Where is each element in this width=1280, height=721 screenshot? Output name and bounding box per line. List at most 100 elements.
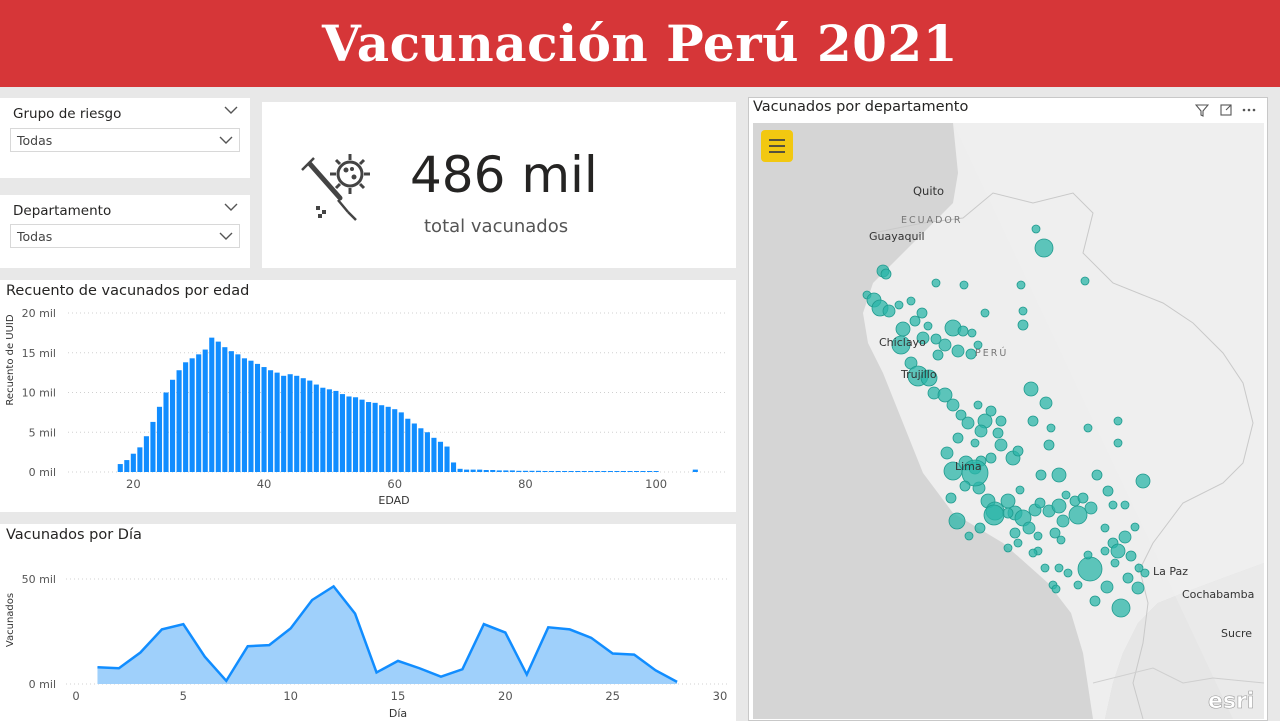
slicer-dropdown[interactable]: Todas [10,128,240,152]
y-axis-label: Vacunados [5,593,16,647]
bar [653,471,659,472]
department-bubble [1110,558,1120,568]
department-bubble [961,416,975,430]
y-tick-label: 0 mil [29,678,56,691]
bar [392,409,398,472]
bar [137,447,143,472]
bar [562,471,568,472]
department-bubble [1043,439,1055,451]
bar [156,406,163,472]
department-bubble [1135,473,1151,489]
department-bubble [967,328,977,338]
focus-mode-icon[interactable] [1219,103,1233,117]
bar [437,441,444,472]
department-bubble [1083,550,1093,560]
hamburger-icon[interactable] [769,139,785,153]
department-bubble [909,315,921,327]
department-bubble [1056,535,1066,545]
department-bubble [894,300,904,310]
department-bubble [1089,595,1101,607]
map-canvas[interactable]: Quito ECUADOR Guayaquil Chiclayo Trujill… [753,123,1264,719]
chevron-down-icon[interactable] [224,202,238,212]
department-bubble [994,438,1008,452]
bar [150,421,156,472]
x-tick-label: 20 [498,689,513,703]
department-bubble [1125,550,1137,562]
department-bubble [957,325,969,337]
y-tick-label: 20 mil [22,307,56,320]
age-chart-panel[interactable]: Recuento de vacunados por edad Recuento … [0,280,736,512]
department-bubble [1056,514,1070,528]
department-bubble [955,409,967,421]
map-label: Sucre [1221,627,1252,640]
bar [202,349,208,472]
department-bubble [1100,580,1114,594]
department-bubble [1140,568,1150,578]
x-tick-label: 0 [72,689,79,703]
map-label: Chiclayo [879,336,926,349]
chevron-down-icon [219,232,233,240]
bar [352,397,359,472]
bar [241,358,247,472]
department-bubble [985,405,997,417]
department-bubble [1051,584,1061,594]
x-tick-label: 30 [713,689,728,703]
department-bubble [1120,500,1130,510]
department-bubble [1054,563,1064,573]
bar [647,471,653,472]
bar [333,390,339,472]
x-tick-label: 10 [283,689,298,703]
bar [385,406,391,472]
bar [346,396,352,472]
department-bubble [1077,556,1103,582]
chevron-down-icon[interactable] [224,105,238,115]
department-bubble [930,333,942,345]
y-tick-label: 15 mil [22,347,56,360]
report-title: Vacunación Perú 2021 [321,14,959,73]
kpi-label: total vacunados [424,216,569,237]
department-bubble [1091,469,1103,481]
age-chart: Recuento de UUID EDAD 20 mil 15 mil 10 mil… [5,307,728,507]
x-tick-label: 5 [180,689,187,703]
x-axis-label: EDAD [378,494,409,507]
bar [130,453,136,472]
department-bubble [1130,522,1140,532]
x-tick-label: 60 [387,477,402,491]
bar [215,341,221,472]
department-bubble [1035,469,1047,481]
bar [607,471,613,472]
department-bubble [1063,568,1073,578]
slicer-dropdown[interactable]: Todas [10,224,240,248]
filter-icon[interactable] [1195,103,1209,117]
bar [398,412,404,472]
department-bubble [959,480,971,492]
esri-logo: esri [1208,689,1254,714]
day-chart: Vacunados Día 50 mil 0 mil 0 5 10 15 20 25 30 [5,573,730,720]
department-bubble [1077,492,1089,504]
day-chart-panel[interactable]: Vacunados por Día Vacunados Día 50 mil 0 … [0,524,736,721]
bar [431,437,437,472]
department-bubble [948,512,966,530]
department-bubble [951,344,965,358]
bar [359,399,365,472]
bar [568,471,574,472]
slicer-grupo-riesgo[interactable]: Grupo de riesgo Todas [0,98,250,178]
department-bubble [1018,306,1028,316]
department-bubble [945,492,957,504]
vaccine-virus-icon [301,154,370,221]
bar [418,428,424,472]
slicer-departamento[interactable]: Departamento Todas [0,195,250,268]
more-options-icon[interactable] [1241,103,1257,117]
slicer-value: Todas [17,133,53,148]
y-tick-label: 10 mil [22,387,56,400]
department-bubble [1034,497,1046,509]
department-bubble [1118,530,1132,544]
map-label: Guayaquil [869,230,925,243]
department-bubble [1134,563,1144,573]
bar [424,432,430,472]
map-panel[interactable]: Vacunados por departamento Quito ECUADOR… [748,97,1268,721]
department-bubble [1068,505,1088,525]
department-bubble [1113,438,1123,448]
bar [529,470,535,472]
y-tick-label: 50 mil [22,573,56,586]
